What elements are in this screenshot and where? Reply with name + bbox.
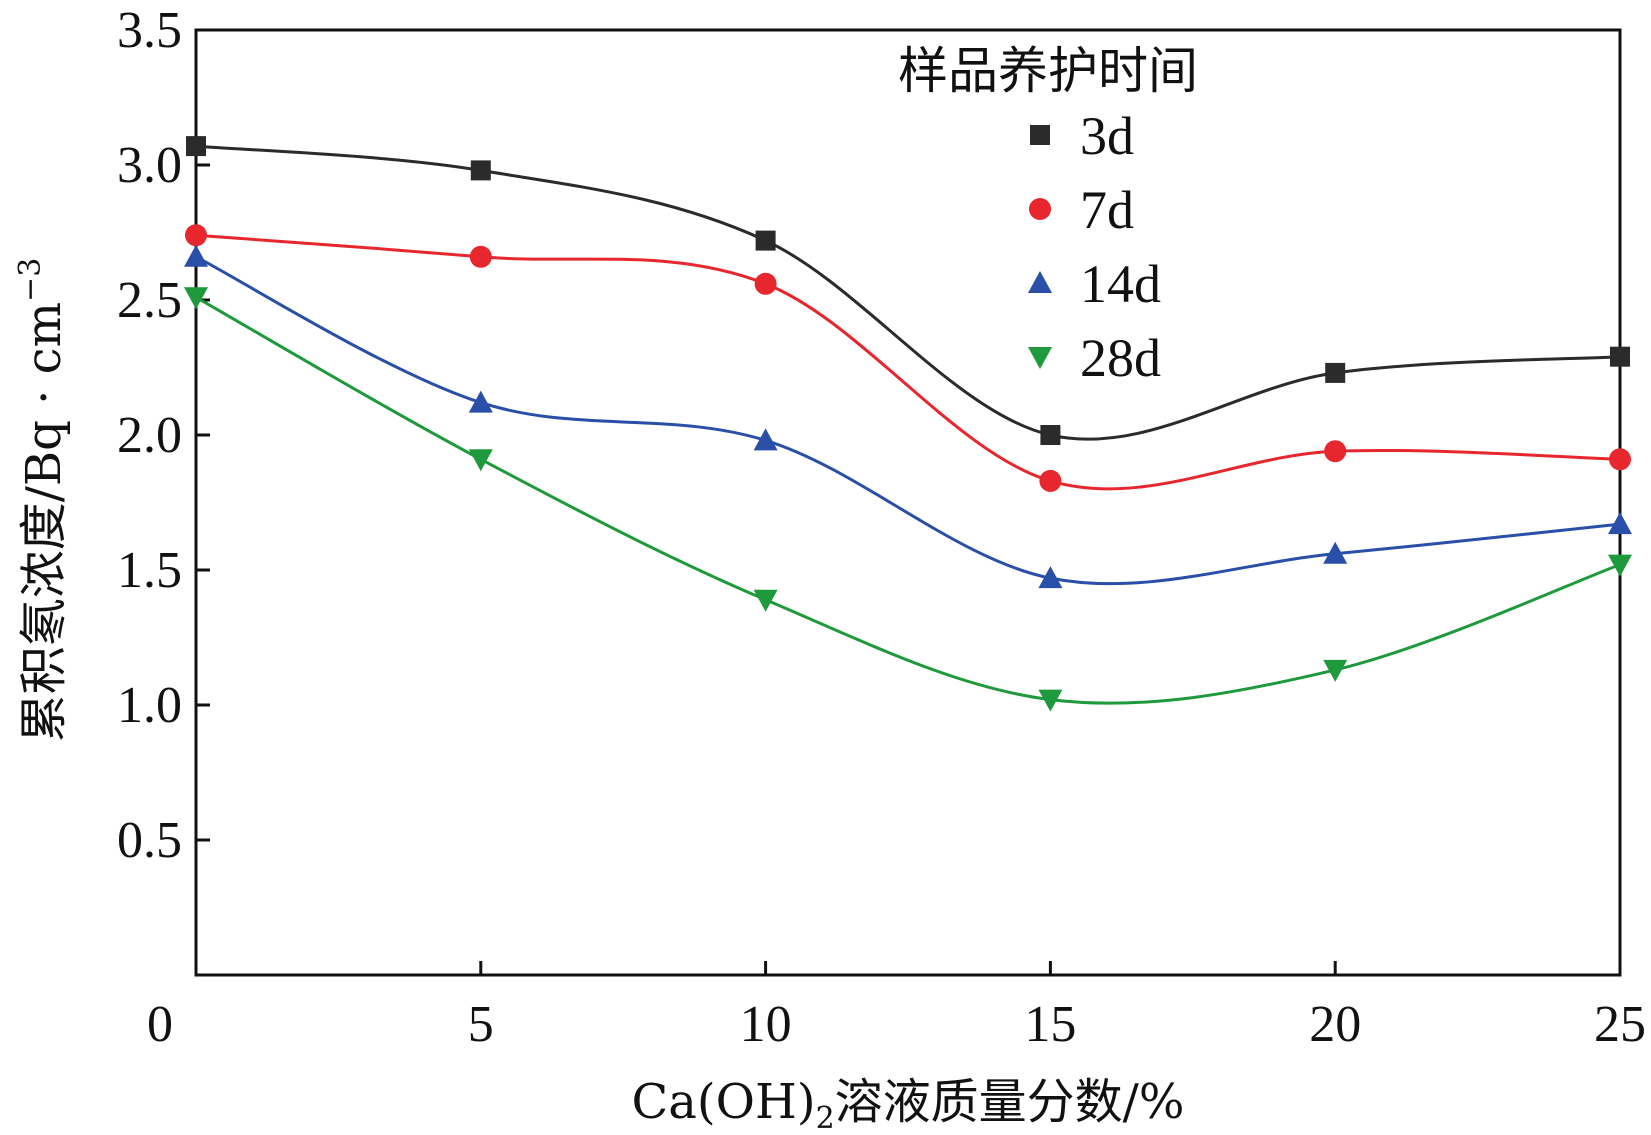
series-3d (186, 136, 1630, 445)
series-14d (184, 244, 1632, 589)
x-tick-label: 20 (1309, 996, 1361, 1053)
y-tick-label: 1.0 (117, 677, 182, 734)
y-tick-label: 1.5 (117, 542, 182, 599)
y-axis: 0.5 1.0 1.5 2.0 2.5 3.0 3.5 (117, 2, 210, 869)
y-tick-label: 3.0 (117, 137, 182, 194)
y-axis-title: 累积氡浓度/Bq · cm−3 (13, 258, 72, 743)
data-point-3d (470, 160, 491, 181)
series-28d (184, 287, 1632, 712)
y-tick-label: 3.5 (117, 2, 182, 59)
series-7d (185, 224, 1631, 492)
data-point-14d (753, 428, 778, 451)
series-layer (184, 136, 1632, 712)
data-point-3d (186, 136, 206, 157)
legend-label: 14d (1080, 254, 1161, 314)
data-point-28d (468, 449, 493, 472)
data-point-3d (755, 230, 776, 251)
data-point-7d (1039, 469, 1062, 492)
series-line-7d (195, 233, 1621, 491)
x-tick-label: 10 (740, 996, 792, 1053)
data-point-14d (184, 244, 208, 267)
legend-marker-3d (1030, 125, 1050, 145)
data-point-3d (1040, 425, 1061, 445)
legend: 样品养护时间 3d 7d 14d 28d (898, 42, 1198, 388)
data-point-7d (1324, 440, 1347, 463)
data-point-3d (1610, 346, 1630, 367)
legend-label: 3d (1080, 106, 1134, 166)
data-point-28d (1038, 689, 1063, 712)
x-axis-title: Ca(OH)2溶液质量分数/% (632, 1074, 1185, 1135)
series-line-28d (195, 295, 1621, 705)
data-point-7d (1609, 448, 1631, 471)
data-point-7d (754, 272, 777, 295)
series-line-3d (195, 144, 1621, 441)
data-point-28d (184, 287, 208, 310)
plot-frame (194, 28, 1622, 977)
y-tick-label: 0.5 (117, 812, 182, 869)
legend-label: 7d (1080, 180, 1134, 240)
data-point-28d (1608, 554, 1632, 577)
legend-label: 28d (1080, 328, 1161, 388)
series-line-14d (195, 255, 1621, 586)
data-point-7d (185, 224, 207, 247)
x-tick-label: 0 (147, 996, 173, 1053)
legend-marker-28d (1028, 347, 1052, 369)
x-axis: 0 5 10 15 20 25 (147, 961, 1646, 1053)
x-tick-label: 15 (1024, 996, 1076, 1053)
data-point-28d (753, 589, 778, 612)
data-point-14d (1608, 512, 1632, 535)
data-point-3d (1325, 362, 1346, 383)
x-tick-label: 5 (468, 996, 494, 1053)
y-tick-label: 2.0 (117, 407, 182, 464)
data-point-28d (1323, 659, 1348, 682)
legend-marker-14d (1028, 271, 1052, 293)
data-point-14d (468, 390, 493, 413)
y-tick-label: 2.5 (117, 272, 182, 329)
data-point-7d (469, 245, 492, 268)
legend-title: 样品养护时间 (898, 42, 1198, 100)
x-tick-label: 25 (1594, 996, 1646, 1053)
legend-marker-7d (1029, 198, 1051, 220)
data-point-14d (1323, 541, 1348, 564)
data-point-14d (1038, 566, 1063, 589)
